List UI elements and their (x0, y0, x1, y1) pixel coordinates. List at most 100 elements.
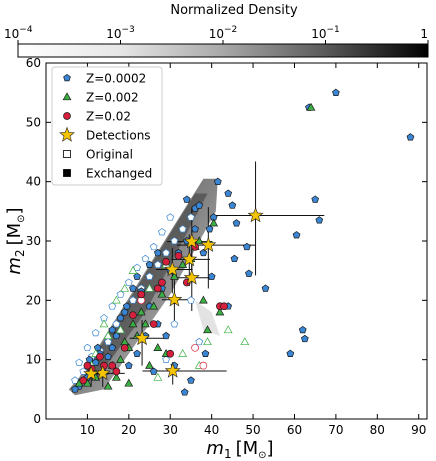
y-tick-label: 30 (26, 234, 41, 248)
point-z-0-0002-exchanged (180, 388, 189, 396)
point-z-0-002-original (203, 337, 212, 346)
legend-label: Z=0.0002 (86, 72, 146, 86)
point-z-0-002-exchanged (157, 289, 167, 298)
x-tick-label: 20 (121, 423, 136, 437)
point-z-0-002-exchanged (136, 307, 146, 316)
point-z-0-002-original (153, 372, 163, 381)
point-z-0-002-exchanged (153, 343, 163, 351)
point-z-0-02-exchanged (79, 376, 88, 385)
legend-marker (63, 150, 71, 158)
legend: Z=0.0002 Z=0.002 Z=0.02 Detections Original E… (51, 66, 163, 186)
point-z-0-0002-original (79, 367, 88, 375)
point-z-0-002-exchanged (170, 271, 179, 280)
detection-star (94, 364, 111, 381)
legend-marker (63, 112, 71, 120)
x-tick-label: 30 (163, 423, 178, 437)
point-z-0-0002-exchanged (133, 272, 141, 280)
point-z-0-002-exchanged (199, 295, 208, 304)
point-z-0-0002-exchanged (129, 284, 137, 292)
legend-label: Z=0.02 (86, 110, 131, 124)
point-z-0-0002-exchanged (207, 272, 216, 280)
point-z-0-02-exchanged (120, 343, 129, 352)
point-z-0-002-exchanged (215, 307, 225, 316)
point-z-0-0002-original (75, 358, 84, 366)
point-z-0-0002-exchanged (149, 367, 158, 375)
point-z-0-0002-exchanged (133, 349, 141, 357)
point-z-0-002-exchanged (306, 102, 316, 111)
point-z-0-02-exchanged (149, 320, 158, 328)
point-z-0-002-original (116, 325, 125, 334)
point-z-0-0002-original (195, 337, 204, 346)
legend-marker (62, 92, 72, 101)
legend-marker (63, 169, 71, 177)
point-z-0-0002-original (116, 290, 125, 298)
point-z-0-0002-exchanged (108, 325, 117, 334)
point-z-0-02-exchanged (100, 361, 108, 370)
point-z-0-0002-original (124, 278, 133, 286)
detection-star (247, 207, 264, 223)
point-z-0-02-exchanged (220, 302, 228, 311)
point-z-0-0002-original (145, 272, 154, 280)
point-z-0-0002-exchanged (104, 352, 112, 360)
point-z-0-0002-exchanged (224, 189, 233, 197)
point-z-0-0002-exchanged (213, 177, 222, 185)
x-tick-label: 70 (328, 423, 343, 437)
point-z-0-0002-original (91, 328, 100, 337)
point-z-0-002-exchanged (128, 319, 138, 328)
detection-star (183, 233, 200, 249)
point-z-0-02-exchanged (153, 284, 162, 293)
colorbar-tick-label: 10−2 (209, 25, 238, 41)
point-z-0-0002-exchanged (261, 284, 270, 292)
x-axis-label: m1 [M⊙] (206, 438, 273, 461)
point-z-0-002-original (128, 265, 138, 274)
point-z-0-002-exchanged (149, 301, 159, 310)
point-z-0-02-exchanged (108, 361, 117, 370)
point-z-0-0002-exchanged (195, 201, 204, 209)
point-z-0-0002-original (170, 320, 179, 328)
point-z-0-0002-original (108, 302, 117, 310)
colorbar-tick-label: 10−1 (311, 25, 340, 41)
point-z-0-0002-original (141, 254, 150, 263)
y-tick-label: 20 (26, 293, 41, 307)
point-z-0-0002-exchanged (71, 385, 79, 393)
point-z-0-0002-original (158, 228, 166, 236)
colorbar-label: Normalized Density (170, 3, 298, 18)
point-z-0-0002-exchanged (120, 308, 129, 316)
point-z-0-002-original (223, 325, 233, 334)
colorbar-tick-label: 1 (420, 27, 428, 41)
y-axis-label: m2[M⊙] (4, 207, 27, 274)
point-z-0-002-exchanged (112, 372, 121, 381)
x-tick-label: 80 (370, 423, 385, 437)
point-z-0-0002-exchanged (315, 216, 324, 224)
x-axis-ticks: 10 20 30 40 50 60 70 80 90 (45, 63, 426, 437)
point-z-0-0002-original (187, 296, 195, 304)
point-z-0-0002-exchanged (406, 133, 415, 141)
point-z-0-0002-exchanged (199, 248, 208, 257)
point-z-0-0002-exchanged (182, 195, 191, 203)
point-z-0-0002-exchanged (230, 254, 239, 263)
point-z-0-0002-exchanged (162, 331, 170, 340)
point-z-0-0002-exchanged (145, 260, 154, 268)
detection-star (164, 362, 181, 378)
point-z-0-0002-exchanged (245, 269, 253, 277)
point-z-0-0002-exchanged (311, 195, 320, 203)
detection-star (183, 269, 200, 285)
x-tick-label: 40 (204, 423, 219, 437)
detection-star (181, 251, 198, 267)
x-tick-label: 90 (411, 423, 426, 437)
point-z-0-0002-original (133, 263, 141, 271)
y-tick-label: 40 (26, 175, 41, 189)
point-z-0-002-original (145, 283, 154, 292)
y-tick-label: 50 (26, 115, 41, 129)
point-z-0-0002-exchanged (124, 361, 133, 369)
y-tick-label: 60 (26, 56, 41, 70)
detection-star (166, 291, 183, 307)
point-z-0-0002-original (170, 236, 179, 245)
point-z-0-002-exchanged (103, 381, 113, 390)
legend-marker (63, 73, 71, 82)
point-z-0-02-exchanged (162, 257, 170, 266)
point-z-0-0002-original (187, 213, 195, 221)
legend-marker-star (59, 126, 75, 142)
detection-star (164, 261, 181, 277)
point-z-0-002-original (112, 295, 121, 304)
